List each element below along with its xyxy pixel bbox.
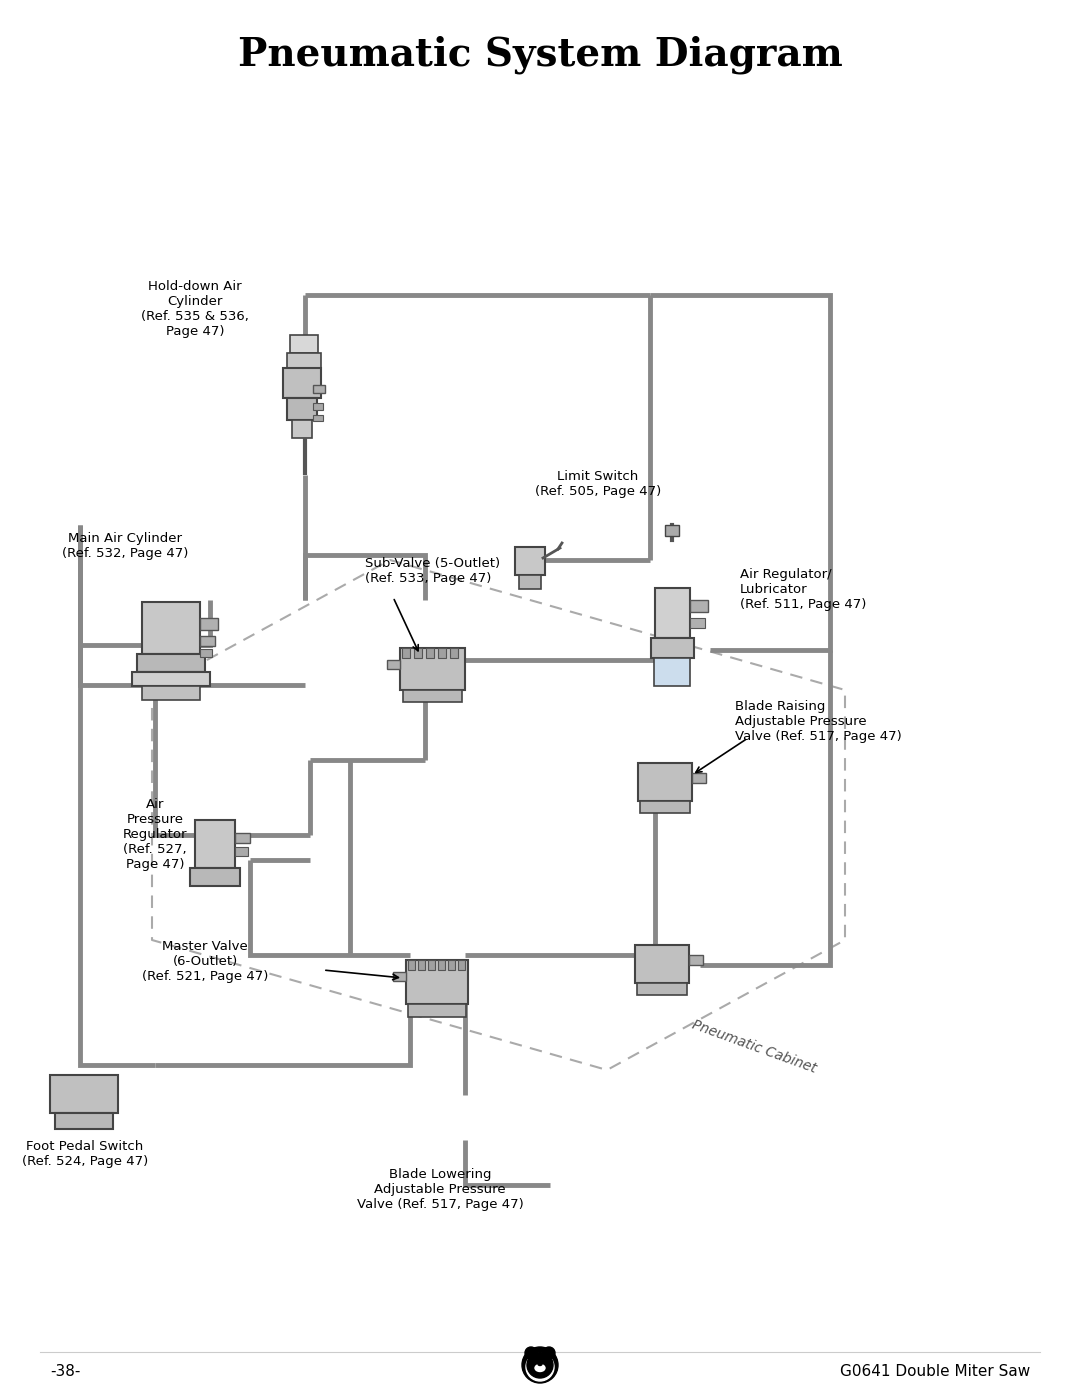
Bar <box>654 658 690 686</box>
Bar <box>200 650 212 657</box>
Bar <box>635 944 689 983</box>
Bar <box>426 648 434 658</box>
Text: Air Regulator/
Lubricator
(Ref. 511, Page 47): Air Regulator/ Lubricator (Ref. 511, Pag… <box>740 569 866 610</box>
Bar <box>313 402 323 409</box>
Bar <box>654 588 690 638</box>
Bar <box>313 415 323 420</box>
Bar <box>141 686 200 700</box>
Bar <box>638 763 692 800</box>
Bar <box>200 636 215 645</box>
Bar <box>690 599 708 612</box>
Bar <box>458 960 465 970</box>
Text: Blade Raising
Adjustable Pressure
Valve (Ref. 517, Page 47): Blade Raising Adjustable Pressure Valve … <box>735 700 902 743</box>
Text: G0641 Double Miter Saw: G0641 Double Miter Saw <box>840 1365 1030 1379</box>
Bar <box>640 800 690 813</box>
Bar <box>438 960 445 970</box>
Text: Pneumatic Cabinet: Pneumatic Cabinet <box>690 1018 819 1076</box>
Bar <box>313 386 325 393</box>
Circle shape <box>527 1352 553 1377</box>
Bar <box>55 1113 113 1129</box>
Bar <box>408 1004 465 1017</box>
Text: Limit Switch
(Ref. 505, Page 47): Limit Switch (Ref. 505, Page 47) <box>535 469 661 497</box>
Circle shape <box>543 1347 555 1359</box>
Text: Air
Pressure
Regulator
(Ref. 527,
Page 47): Air Pressure Regulator (Ref. 527, Page 4… <box>123 798 187 870</box>
Bar <box>406 960 468 1004</box>
Bar <box>291 335 318 353</box>
Bar <box>287 353 321 367</box>
Circle shape <box>526 1354 554 1382</box>
Bar <box>132 672 210 686</box>
Bar <box>637 983 687 995</box>
Bar <box>402 648 410 658</box>
Bar <box>50 1076 118 1113</box>
Bar <box>141 602 200 654</box>
Bar <box>438 648 446 658</box>
Bar <box>408 960 415 970</box>
Bar <box>690 617 705 629</box>
Bar <box>692 773 706 782</box>
Bar <box>137 654 205 672</box>
Bar <box>519 576 541 590</box>
Bar <box>414 648 422 658</box>
Bar <box>235 847 248 856</box>
Circle shape <box>522 1347 558 1383</box>
Bar <box>190 868 240 886</box>
Text: Sub-Valve (5-Outlet)
(Ref. 533, Page 47): Sub-Valve (5-Outlet) (Ref. 533, Page 47) <box>365 557 500 585</box>
Text: Hold-down Air
Cylinder
(Ref. 535 & 536,
Page 47): Hold-down Air Cylinder (Ref. 535 & 536, … <box>141 279 248 338</box>
Bar <box>515 548 545 576</box>
Bar <box>292 420 312 439</box>
Bar <box>403 690 462 703</box>
Text: Pneumatic System Diagram: Pneumatic System Diagram <box>238 36 842 74</box>
Bar <box>450 648 458 658</box>
Bar <box>235 833 249 842</box>
Bar <box>387 659 400 669</box>
Text: Main Air Cylinder
(Ref. 532, Page 47): Main Air Cylinder (Ref. 532, Page 47) <box>62 532 188 560</box>
Bar <box>393 972 406 981</box>
Text: -38-: -38- <box>50 1365 80 1379</box>
Bar <box>428 960 435 970</box>
Bar <box>400 648 465 690</box>
Text: Foot Pedal Switch
(Ref. 524, Page 47): Foot Pedal Switch (Ref. 524, Page 47) <box>22 1140 148 1168</box>
Bar <box>283 367 321 398</box>
Bar <box>448 960 455 970</box>
Circle shape <box>525 1347 537 1359</box>
Bar <box>689 956 703 965</box>
Bar <box>200 617 218 630</box>
Bar <box>287 398 318 420</box>
Bar <box>665 525 679 536</box>
Text: Blade Lowering
Adjustable Pressure
Valve (Ref. 517, Page 47): Blade Lowering Adjustable Pressure Valve… <box>356 1168 524 1211</box>
Bar <box>418 960 426 970</box>
Ellipse shape <box>535 1365 545 1372</box>
Text: Master Valve
(6-Outlet)
(Ref. 521, Page 47): Master Valve (6-Outlet) (Ref. 521, Page … <box>141 940 268 983</box>
Ellipse shape <box>538 1362 542 1365</box>
Bar <box>651 638 694 658</box>
Bar <box>195 820 235 868</box>
